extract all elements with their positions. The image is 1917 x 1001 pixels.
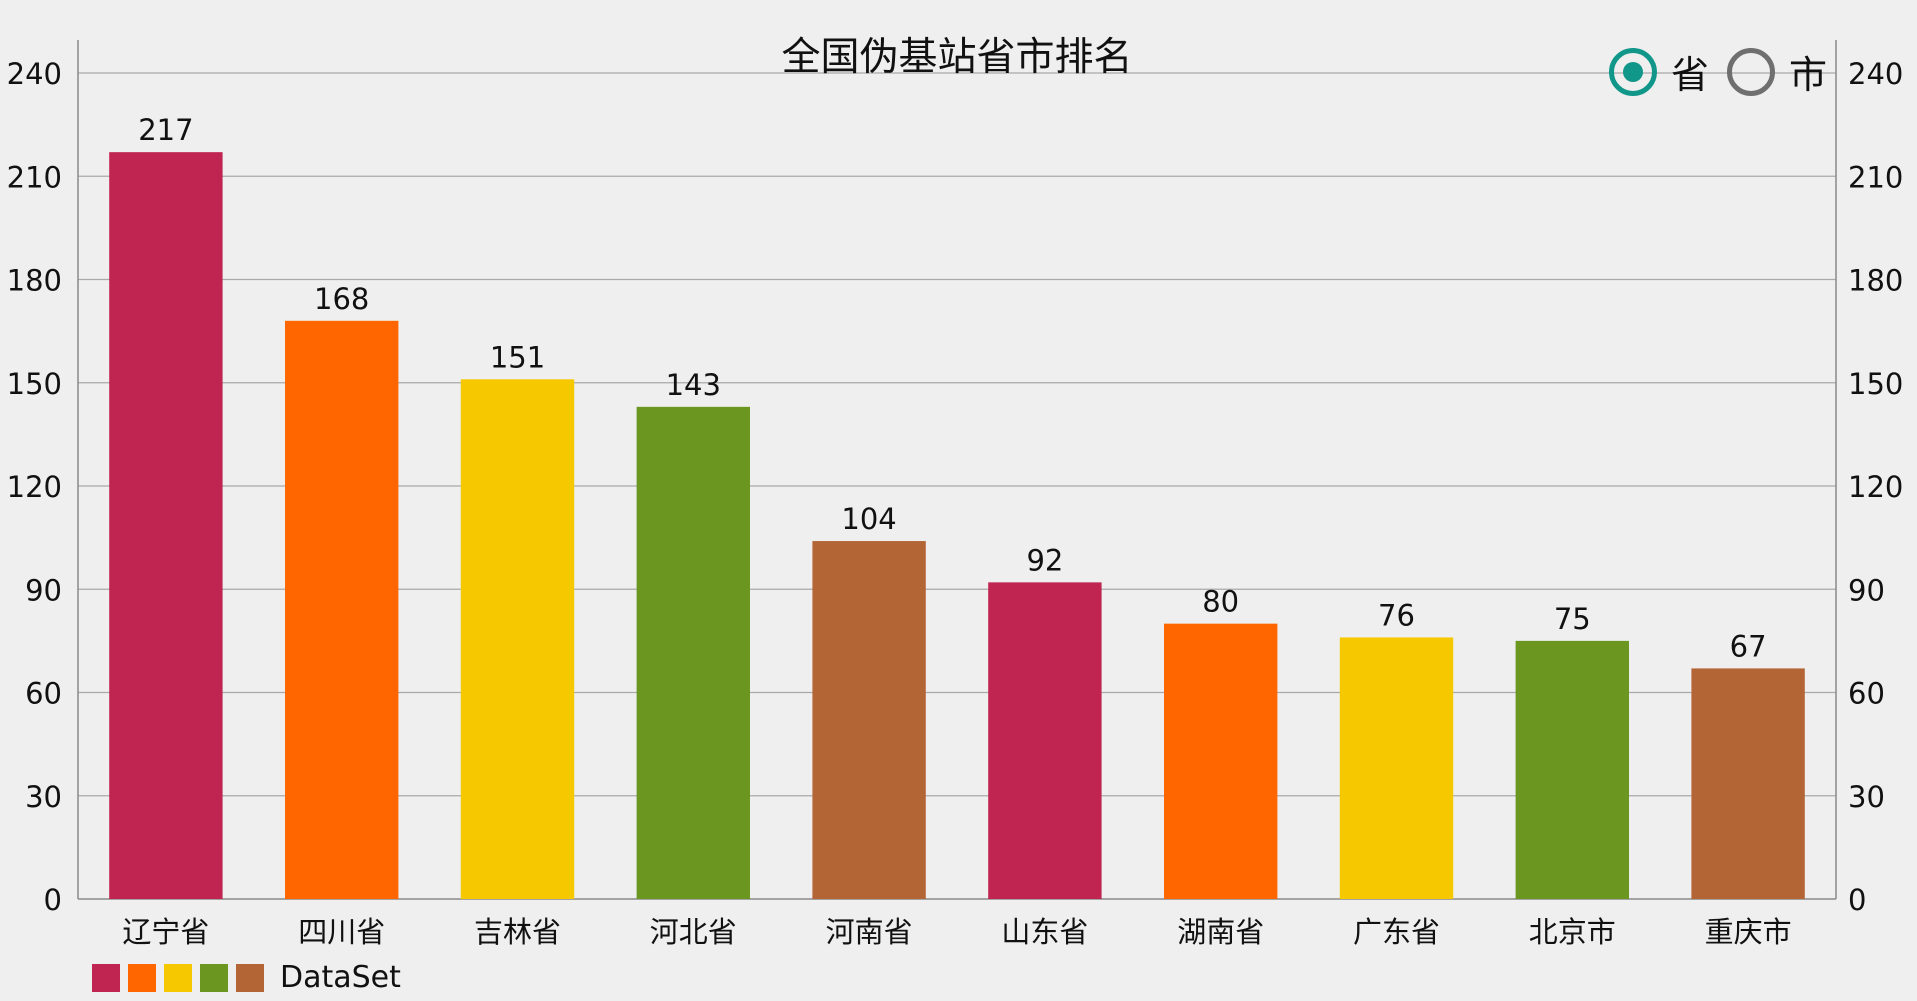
radio-option-city[interactable]: 市 [1726, 44, 1827, 99]
x-tick-label: 河南省 [826, 915, 913, 949]
x-tick-label: 山东省 [1001, 915, 1088, 949]
y-tick-label-left: 240 [7, 57, 62, 91]
y-tick-label-left: 180 [7, 264, 62, 298]
y-tick-label-left: 150 [7, 367, 62, 401]
bar [285, 320, 399, 899]
x-tick-label: 四川省 [298, 915, 385, 949]
data-label: 75 [1554, 602, 1591, 636]
bar [812, 541, 926, 899]
radio-button-icon[interactable] [1608, 47, 1657, 96]
y-tick-label-right: 120 [1848, 470, 1903, 504]
x-tick-label: 北京市 [1529, 915, 1616, 949]
x-tick-label: 辽宁省 [122, 915, 209, 949]
data-label: 168 [314, 282, 369, 316]
x-tick-label: 广东省 [1353, 915, 1440, 949]
data-label: 67 [1730, 629, 1767, 663]
data-label: 92 [1026, 543, 1063, 577]
data-label: 143 [666, 368, 721, 402]
data-label: 80 [1202, 585, 1239, 619]
y-tick-label-left: 30 [25, 780, 62, 814]
radio-label-city: 市 [1788, 53, 1827, 97]
bar [460, 379, 575, 899]
y-tick-label-right: 60 [1848, 677, 1885, 711]
data-label: 151 [490, 340, 545, 374]
chart-title: 全国伪基站省市排名 [781, 35, 1132, 80]
radio-label-province: 省 [1670, 53, 1709, 97]
y-tick-label-right: 180 [1848, 264, 1903, 298]
bar [636, 406, 750, 899]
legend-swatch [200, 963, 228, 992]
bar [109, 152, 223, 900]
data-label: 104 [841, 502, 896, 536]
bar [1515, 640, 1629, 899]
legend-label: DataSet [280, 960, 401, 995]
y-tick-label-left: 0 [44, 883, 62, 917]
data-label: 76 [1378, 598, 1415, 632]
legend-swatch [92, 963, 120, 992]
y-tick-label-right: 240 [1848, 57, 1903, 91]
bar [1164, 623, 1278, 899]
y-tick-label-right: 0 [1848, 883, 1866, 917]
legend-swatch [128, 963, 156, 992]
x-tick-label: 湖南省 [1177, 915, 1264, 949]
y-tick-label-right: 150 [1848, 367, 1903, 401]
y-tick-label-right: 30 [1848, 780, 1885, 814]
bar [1691, 668, 1805, 899]
radio-option-province[interactable]: 省 [1608, 44, 1709, 99]
legend-swatch [164, 963, 192, 992]
radio-button-icon[interactable] [1726, 47, 1775, 96]
x-tick-label: 河北省 [650, 915, 737, 949]
y-tick-label-right: 210 [1848, 160, 1903, 194]
x-tick-label: 吉林省 [474, 915, 561, 949]
chart-legend: DataSet [92, 960, 401, 995]
y-tick-label-right: 90 [1848, 573, 1885, 607]
y-tick-label-left: 120 [7, 470, 62, 504]
bar [988, 582, 1102, 899]
x-tick-label: 重庆市 [1705, 915, 1792, 949]
bar [1339, 637, 1454, 899]
y-tick-label-left: 210 [7, 160, 62, 194]
y-tick-label-left: 60 [25, 677, 62, 711]
y-tick-label-left: 90 [25, 573, 62, 607]
province-city-toggle: 省 市 [1608, 44, 1827, 99]
legend-swatch [236, 963, 264, 992]
data-label: 217 [138, 113, 193, 147]
